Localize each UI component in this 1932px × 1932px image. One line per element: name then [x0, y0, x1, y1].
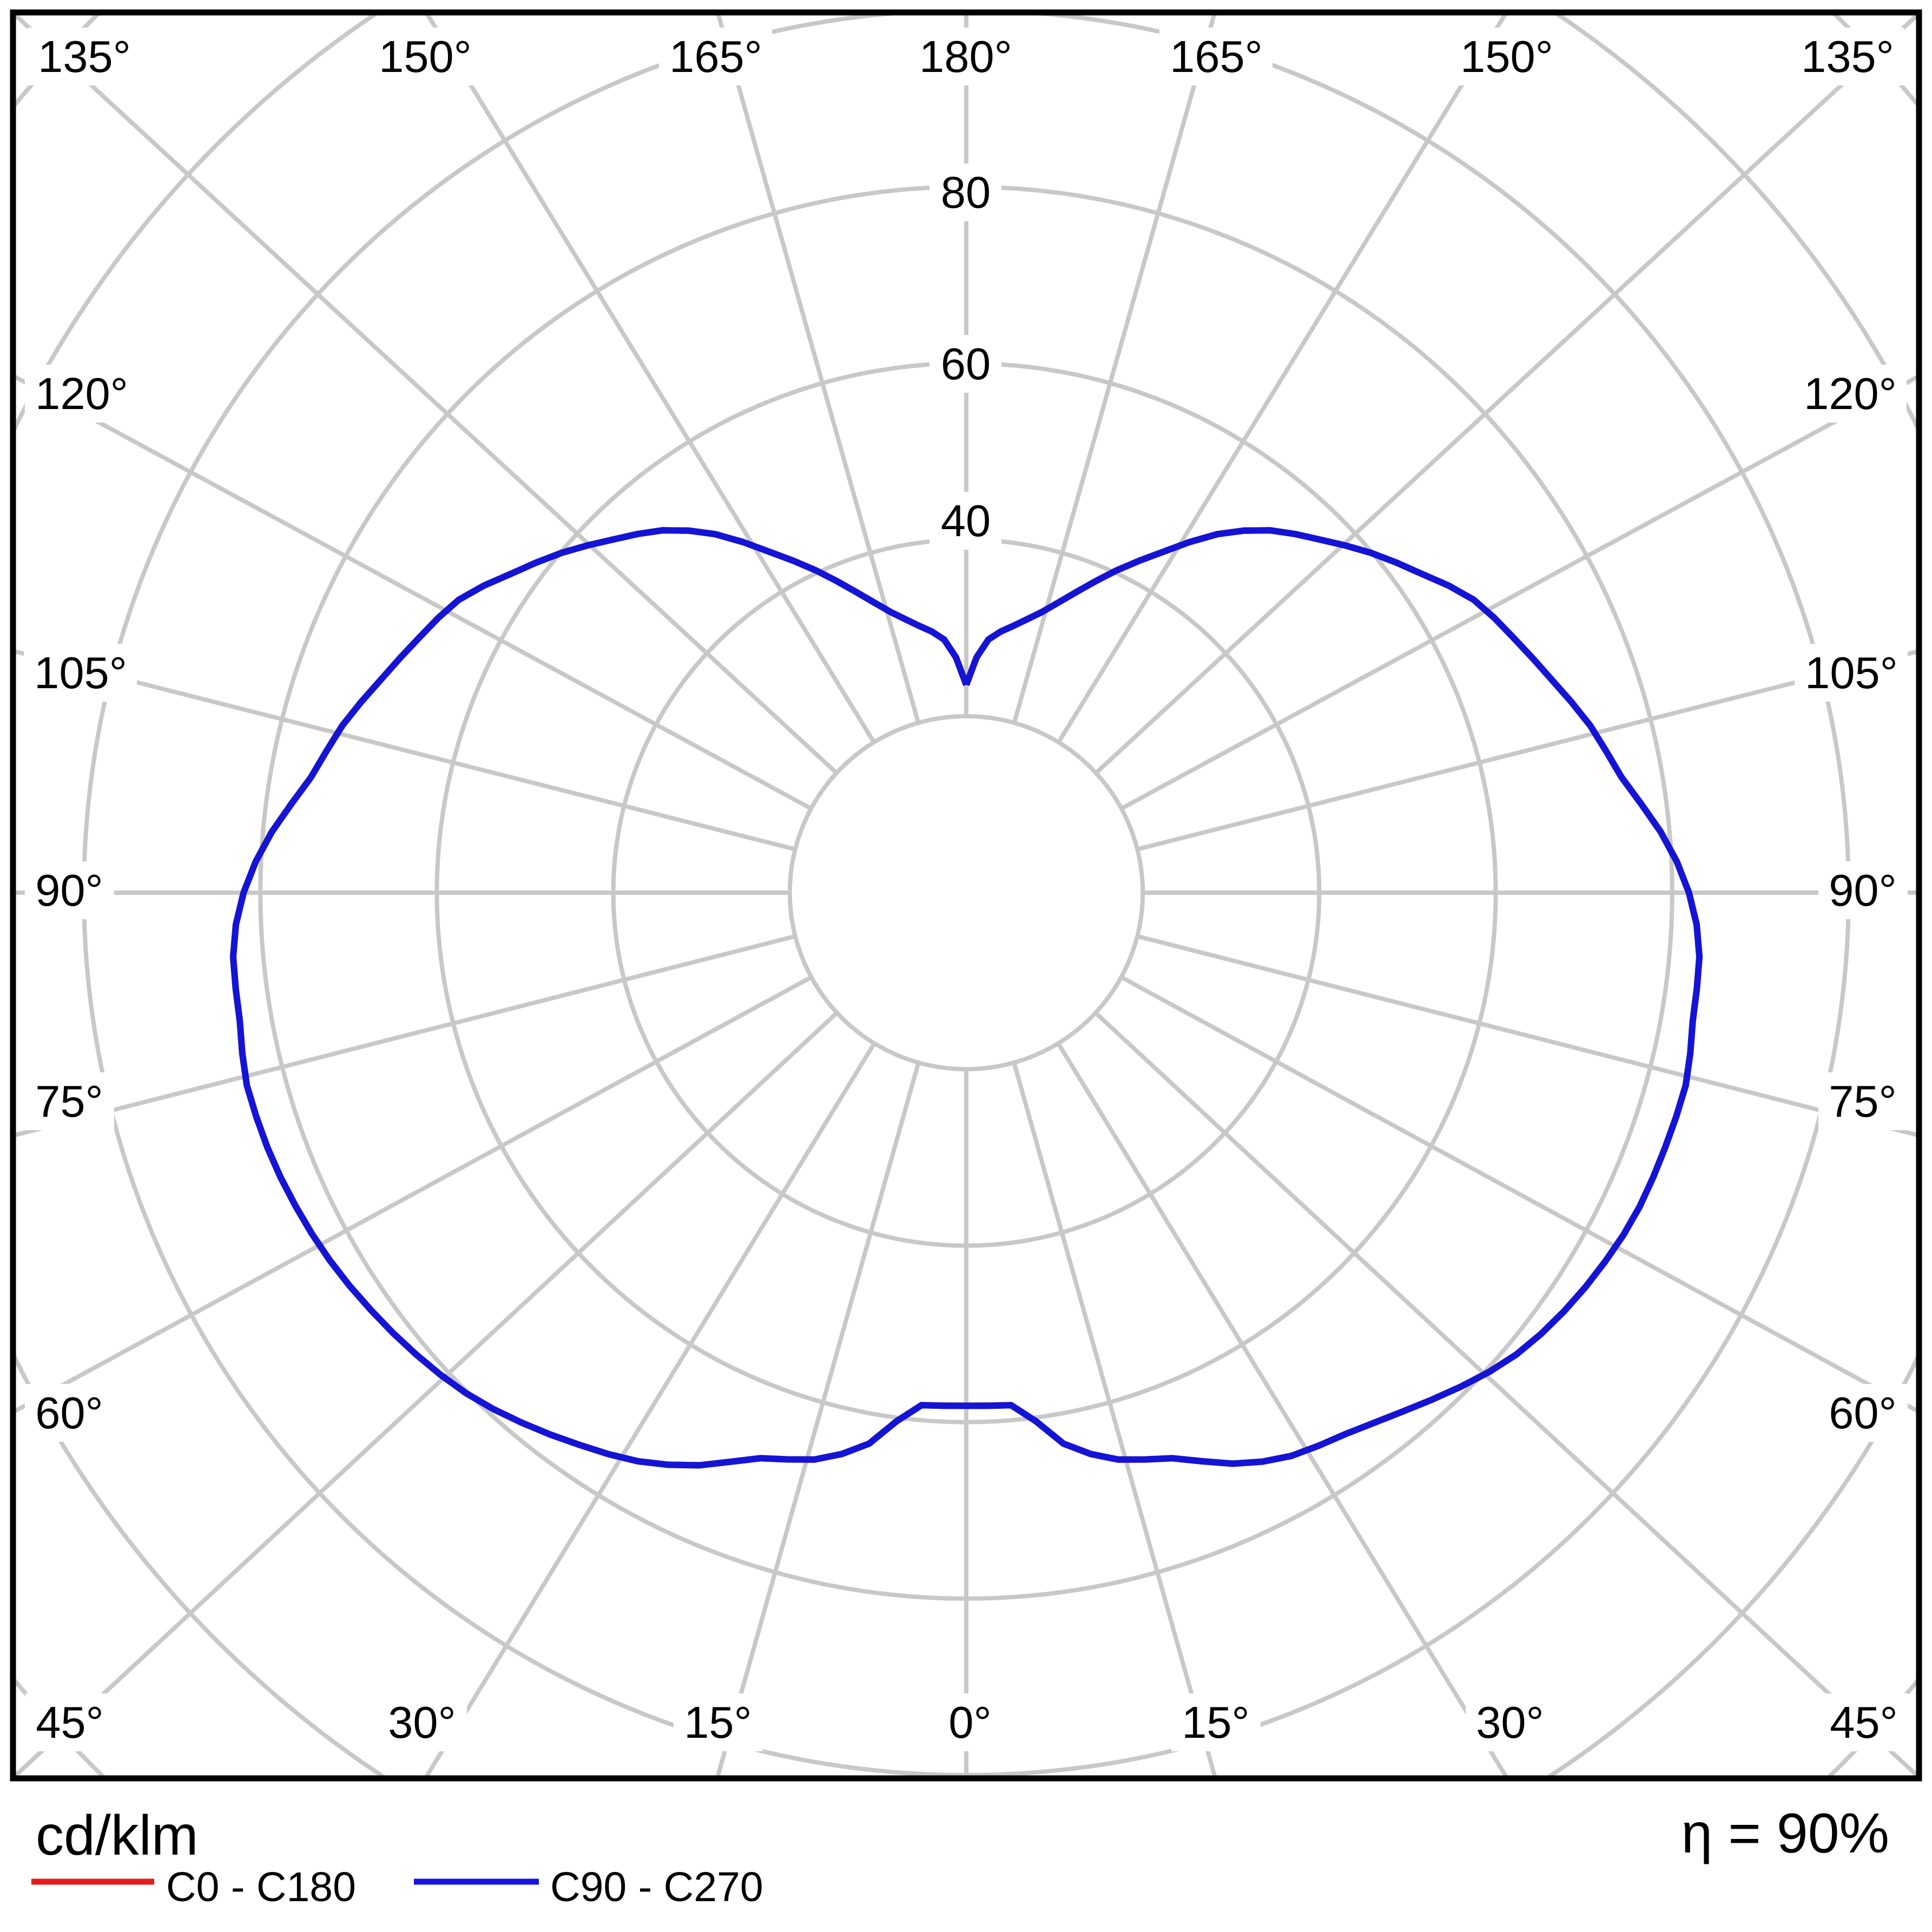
svg-text:135°: 135°	[1801, 31, 1894, 82]
svg-text:30°: 30°	[388, 1697, 456, 1748]
svg-text:40: 40	[941, 496, 991, 546]
svg-text:η = 90%: η = 90%	[1681, 1802, 1889, 1865]
svg-text:165°: 165°	[669, 31, 762, 82]
svg-text:cd/klm: cd/klm	[36, 1804, 198, 1867]
svg-text:45°: 45°	[36, 1697, 104, 1748]
svg-text:60°: 60°	[1829, 1388, 1897, 1438]
svg-text:80: 80	[941, 167, 991, 217]
svg-text:15°: 15°	[684, 1697, 752, 1748]
svg-text:180°: 180°	[919, 31, 1012, 82]
svg-text:C90 - C270: C90 - C270	[550, 1864, 763, 1910]
svg-text:45°: 45°	[1830, 1697, 1898, 1748]
svg-text:90°: 90°	[1829, 865, 1897, 915]
svg-text:120°: 120°	[35, 368, 128, 419]
svg-text:150°: 150°	[1460, 31, 1553, 82]
svg-text:60: 60	[941, 339, 991, 389]
svg-text:105°: 105°	[34, 648, 127, 698]
svg-text:15°: 15°	[1182, 1697, 1250, 1748]
svg-text:75°: 75°	[35, 1076, 103, 1126]
svg-text:120°: 120°	[1804, 368, 1897, 419]
svg-text:C0 - C180: C0 - C180	[166, 1864, 356, 1910]
svg-text:60°: 60°	[35, 1388, 103, 1438]
svg-text:150°: 150°	[379, 31, 472, 82]
svg-text:105°: 105°	[1805, 648, 1898, 698]
svg-text:135°: 135°	[38, 31, 131, 82]
svg-text:90°: 90°	[35, 865, 103, 915]
svg-text:75°: 75°	[1829, 1076, 1897, 1126]
svg-text:30°: 30°	[1476, 1697, 1544, 1748]
svg-text:0°: 0°	[948, 1697, 991, 1748]
svg-text:165°: 165°	[1170, 31, 1263, 82]
